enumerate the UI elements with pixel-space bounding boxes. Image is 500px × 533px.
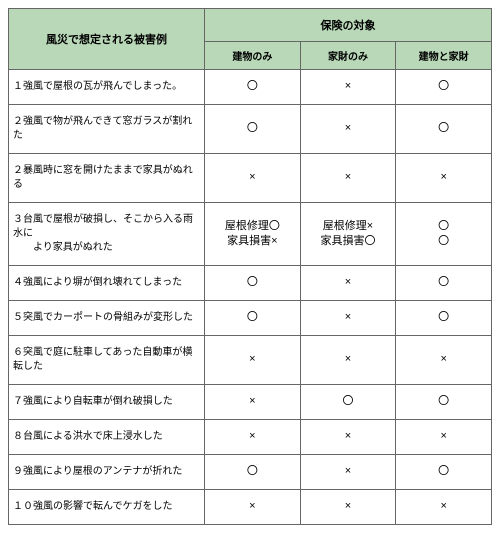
cell: 〇 (205, 301, 301, 336)
cell: × (300, 266, 396, 301)
table-row: ２強風で物が飛んできて窓ガラスが割れた〇×〇 (9, 105, 492, 154)
table-row: ９強風により屋根のアンテナが折れた〇×〇 (9, 455, 492, 490)
cell: × (300, 105, 396, 154)
cell: 〇 (205, 455, 301, 490)
table-row: ８台風による洪水で床上浸水した××× (9, 420, 492, 455)
cell: × (300, 70, 396, 105)
cell: 〇 (396, 455, 492, 490)
sub-header-2: 建物と家財 (396, 42, 492, 70)
cell: × (300, 490, 396, 525)
cell: 〇 (396, 70, 492, 105)
cell: 〇 (396, 385, 492, 420)
cell: 〇 〇 (396, 203, 492, 266)
cell: 屋根修理〇 家具損害× (205, 203, 301, 266)
table-row: ６突風で庭に駐車してあった自動車が横転した××× (9, 336, 492, 385)
cell: 〇 (396, 105, 492, 154)
cell: 〇 (205, 70, 301, 105)
row-label: １強風で屋根の瓦が飛んでしまった。 (9, 70, 205, 105)
row-label: ５突風でカーポートの骨組みが変形した (9, 301, 205, 336)
table-row: ７強風により自転車が倒れ破損した×〇〇 (9, 385, 492, 420)
row-label: ７強風により自転車が倒れ破損した (9, 385, 205, 420)
table-row: １０強風の影響で転んでケガをした××× (9, 490, 492, 525)
cell: × (300, 455, 396, 490)
cell: × (300, 336, 396, 385)
row-label: １０強風の影響で転んでケガをした (9, 490, 205, 525)
cell: × (205, 490, 301, 525)
table-row: ４強風により塀が倒れ壊れてしまった〇×〇 (9, 266, 492, 301)
table-row: ３台風で屋根が破損し、そこから入る雨水に より家具がぬれた屋根修理〇 家具損害×… (9, 203, 492, 266)
cell: × (205, 154, 301, 203)
cell: × (300, 301, 396, 336)
cell: 〇 (205, 105, 301, 154)
row-label: ２強風で物が飛んできて窓ガラスが割れた (9, 105, 205, 154)
sub-header-0: 建物のみ (205, 42, 301, 70)
top-header-cell: 保険の対象 (205, 9, 492, 42)
cell: × (396, 420, 492, 455)
cell: 〇 (396, 266, 492, 301)
table-row: ２暴風時に窓を開けたままで家具がぬれる××× (9, 154, 492, 203)
cell: × (396, 336, 492, 385)
cell: × (205, 420, 301, 455)
cell: 〇 (300, 385, 396, 420)
row-label: ４強風により塀が倒れ壊れてしまった (9, 266, 205, 301)
damage-coverage-table: 風災で想定される被害例 保険の対象 建物のみ家財のみ建物と家財 １強風で屋根の瓦… (8, 8, 492, 525)
sub-header-1: 家財のみ (300, 42, 396, 70)
cell: × (205, 336, 301, 385)
row-label: ３台風で屋根が破損し、そこから入る雨水に より家具がぬれた (9, 203, 205, 266)
row-label: ８台風による洪水で床上浸水した (9, 420, 205, 455)
cell: × (205, 385, 301, 420)
row-label: ６突風で庭に駐車してあった自動車が横転した (9, 336, 205, 385)
row-label: ９強風により屋根のアンテナが折れた (9, 455, 205, 490)
cell: × (300, 154, 396, 203)
cell: × (396, 490, 492, 525)
table-row: １強風で屋根の瓦が飛んでしまった。〇×〇 (9, 70, 492, 105)
cell: 〇 (205, 266, 301, 301)
table-body: １強風で屋根の瓦が飛んでしまった。〇×〇２強風で物が飛んできて窓ガラスが割れた〇… (9, 70, 492, 525)
cell: × (396, 154, 492, 203)
table-row: ５突風でカーポートの骨組みが変形した〇×〇 (9, 301, 492, 336)
left-header-cell: 風災で想定される被害例 (9, 9, 205, 70)
row-label: ２暴風時に窓を開けたままで家具がぬれる (9, 154, 205, 203)
cell: × (300, 420, 396, 455)
cell: 屋根修理× 家具損害〇 (300, 203, 396, 266)
table-header: 風災で想定される被害例 保険の対象 建物のみ家財のみ建物と家財 (9, 9, 492, 70)
cell: 〇 (396, 301, 492, 336)
